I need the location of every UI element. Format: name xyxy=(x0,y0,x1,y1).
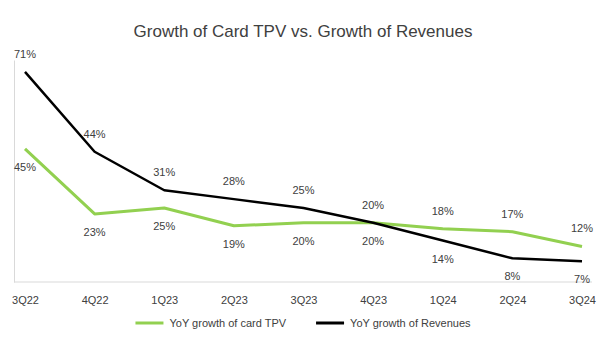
x-tick-label: 3Q24 xyxy=(569,294,596,306)
data-label: 7% xyxy=(574,273,590,285)
x-tick-label: 3Q23 xyxy=(291,294,318,306)
legend-swatch xyxy=(135,322,163,325)
x-tick-label: 1Q24 xyxy=(430,294,457,306)
data-label: 25% xyxy=(153,220,175,232)
legend: YoY growth of card TPV YoY growth of Reve… xyxy=(135,317,471,329)
plot-area xyxy=(25,72,582,261)
series-line xyxy=(25,149,582,247)
x-tick-label: 2Q23 xyxy=(221,294,248,306)
data-label: 71% xyxy=(14,48,36,60)
data-label: 23% xyxy=(84,226,106,238)
data-label: 44% xyxy=(84,128,106,140)
x-axis: 3Q22 4Q22 1Q23 2Q23 3Q23 4Q23 1Q24 2Q24 3Q24 xyxy=(12,282,596,306)
legend-item: YoY growth of Revenues xyxy=(316,317,471,329)
data-label: 25% xyxy=(292,184,314,196)
data-labels: 45% 23% 25% 19% 20% 20% 18% 17% 12% 71% 44% 31% 28% 2… xyxy=(14,48,593,285)
x-tick: 2Q23 xyxy=(221,282,248,306)
x-tick-label: 4Q23 xyxy=(360,294,387,306)
x-tick: 3Q23 xyxy=(291,282,318,306)
x-tick: 2Q24 xyxy=(499,282,526,306)
data-label: 17% xyxy=(501,208,523,220)
data-label: 28% xyxy=(223,175,245,187)
x-tick: 1Q24 xyxy=(430,282,457,306)
legend-label: YoY growth of Revenues xyxy=(350,317,471,329)
x-tick-label: 1Q23 xyxy=(151,294,178,306)
data-label: 20% xyxy=(362,235,384,247)
x-tick-label: 3Q22 xyxy=(12,294,39,306)
x-tick-label: 2Q24 xyxy=(499,294,526,306)
data-label: 14% xyxy=(432,253,454,265)
chart: Growth of Card TPV vs. Growth of Revenue… xyxy=(0,0,606,345)
legend-swatch xyxy=(316,322,344,325)
data-label: 12% xyxy=(571,222,593,234)
x-tick-label: 4Q22 xyxy=(82,294,109,306)
data-label: 19% xyxy=(223,238,245,250)
data-label: 45% xyxy=(14,161,36,173)
x-tick: 4Q23 xyxy=(360,282,387,306)
data-label: 20% xyxy=(292,235,314,247)
x-tick: 3Q22 xyxy=(12,282,39,306)
data-label: 20% xyxy=(362,199,384,211)
data-label: 8% xyxy=(504,270,520,282)
x-tick: 1Q23 xyxy=(151,282,178,306)
data-label: 18% xyxy=(432,205,454,217)
x-tick: 3Q24 xyxy=(569,282,596,306)
series-line xyxy=(25,72,582,261)
title: Growth of Card TPV vs. Growth of Revenue… xyxy=(134,22,473,41)
x-tick: 4Q22 xyxy=(82,282,109,306)
legend-item: YoY growth of card TPV xyxy=(135,317,286,329)
legend-label: YoY growth of card TPV xyxy=(169,317,286,329)
data-label: 31% xyxy=(153,166,175,178)
